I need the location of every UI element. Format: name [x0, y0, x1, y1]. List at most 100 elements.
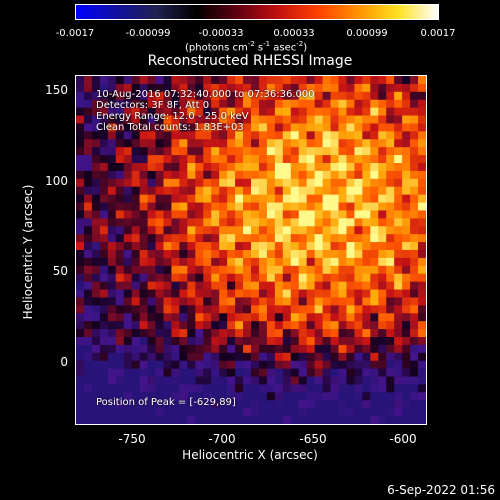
heatmap-pixel: [266, 83, 276, 93]
heatmap-pixel: [155, 202, 164, 211]
heatmap-pixel: [163, 384, 172, 393]
heatmap-pixel: [386, 163, 395, 172]
heatmap-pixel: [187, 139, 196, 148]
heatmap-pixel: [91, 91, 101, 101]
heatmap-pixel: [83, 210, 93, 219]
heatmap-pixel: [410, 321, 419, 330]
heatmap-pixel: [115, 131, 125, 140]
heatmap-pixel: [258, 281, 268, 290]
heatmap-pixel: [243, 186, 252, 196]
heatmap-pixel: [362, 376, 371, 385]
heatmap-pixel: [298, 368, 308, 377]
heatmap-pixel: [282, 147, 292, 156]
heatmap-pixel: [258, 218, 268, 227]
heatmap-pixel: [251, 115, 260, 124]
heatmap-pixel: [338, 194, 347, 203]
heatmap-pixel: [274, 305, 284, 314]
heatmap-pixel: [354, 76, 363, 85]
heatmap-pixel: [338, 352, 347, 362]
heatmap-pixel: [410, 242, 419, 251]
heatmap-pixel: [394, 147, 403, 156]
heatmap-pixel: [418, 250, 426, 259]
heatmap-pixel: [203, 360, 212, 370]
heatmap-pixel: [282, 329, 292, 338]
heatmap-pixel: [298, 352, 308, 362]
heatmap-pixel: [338, 344, 347, 354]
heatmap-pixel: [163, 376, 172, 385]
colorbar-tick-label: 0.0017: [420, 28, 456, 39]
heatmap-pixel: [203, 265, 212, 275]
heatmap-pixel: [163, 297, 172, 306]
heatmap-pixel: [131, 257, 141, 267]
heatmap-pixel: [354, 400, 363, 409]
heatmap-pixel: [298, 91, 308, 101]
heatmap-pixel: [402, 194, 411, 203]
heatmap-pixel: [410, 163, 419, 172]
heatmap-pixel: [274, 131, 284, 140]
heatmap-pixel: [410, 368, 419, 377]
heatmap-pixel: [123, 139, 133, 148]
heatmap-pixel: [99, 107, 109, 116]
heatmap-pixel: [187, 226, 196, 235]
heatmap-pixel: [211, 257, 220, 267]
heatmap-pixel: [235, 178, 244, 188]
heatmap-pixel: [139, 352, 148, 362]
heatmap-pixel: [282, 210, 292, 219]
heatmap-pixel: [83, 273, 93, 283]
heatmap-pixel: [362, 257, 371, 267]
heatmap-pixel: [378, 337, 387, 346]
heatmap-pixel: [274, 392, 284, 401]
heatmap-pixel: [107, 265, 117, 275]
heatmap-pixel: [195, 226, 204, 235]
heatmap-pixel: [195, 273, 204, 283]
heatmap-pixel: [163, 305, 172, 314]
image-plot-area[interactable]: 10-Aug-2016 07:32:40.000 to 07:36:36.000…: [75, 75, 427, 425]
heatmap-pixel: [274, 91, 284, 101]
heatmap-pixel: [290, 337, 300, 346]
heatmap-pixel: [235, 202, 244, 211]
heatmap-pixel: [227, 210, 236, 219]
heatmap-pixel: [123, 265, 133, 275]
heatmap-pixel: [410, 400, 419, 409]
heatmap-pixel: [131, 408, 141, 417]
heatmap-pixel: [290, 297, 300, 306]
heatmap-pixel: [163, 210, 172, 219]
heatmap-pixel: [418, 344, 426, 354]
heatmap-pixel: [410, 194, 419, 203]
heatmap-pixel: [402, 76, 411, 85]
colorbar-tick-label: 0.00099: [346, 28, 388, 39]
heatmap-pixel: [155, 91, 164, 101]
heatmap-pixel: [362, 408, 371, 417]
heatmap-pixel: [282, 289, 292, 298]
heatmap-pixel: [402, 226, 411, 235]
heatmap-pixel: [266, 170, 276, 180]
heatmap-pixel: [251, 305, 260, 314]
heatmap-pixel: [147, 337, 156, 346]
heatmap-pixel: [219, 384, 228, 393]
heatmap-pixel: [298, 139, 308, 148]
heatmap-pixel: [123, 384, 133, 393]
heatmap-pixel: [418, 123, 426, 132]
y-tick-label: 0: [60, 355, 68, 369]
heatmap-pixel: [354, 250, 363, 259]
heatmap-pixel: [123, 234, 133, 243]
heatmap-pixel: [410, 139, 419, 148]
heatmap-pixel: [155, 242, 164, 251]
heatmap-pixel: [386, 170, 395, 180]
heatmap-pixel: [290, 281, 300, 290]
heatmap-pixel: [187, 163, 196, 172]
heatmap-pixel: [131, 76, 141, 85]
heatmap-pixel: [338, 210, 347, 219]
heatmap-pixel: [378, 107, 387, 116]
heatmap-pixel: [195, 265, 204, 275]
heatmap-pixel: [147, 147, 156, 156]
heatmap-pixel: [282, 163, 292, 172]
heatmap-pixel: [211, 155, 220, 164]
heatmap-pixel: [99, 115, 109, 124]
heatmap-pixel: [274, 368, 284, 377]
heatmap-pixel: [251, 265, 260, 275]
heatmap-pixel: [171, 392, 180, 401]
heatmap-pixel: [243, 178, 252, 188]
heatmap-pixel: [410, 76, 419, 85]
heatmap-pixel: [219, 99, 228, 109]
